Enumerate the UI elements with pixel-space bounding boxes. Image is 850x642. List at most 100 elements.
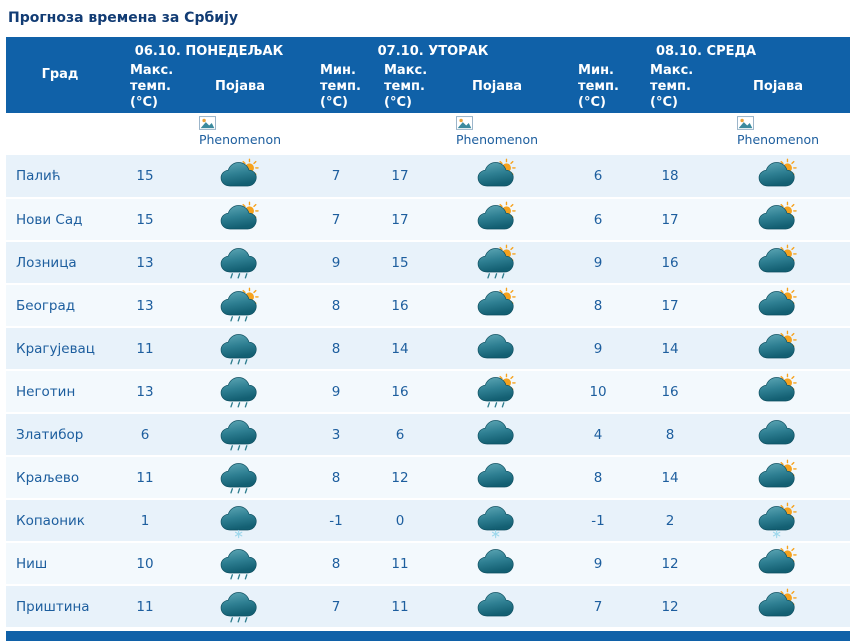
phenomenon-tuesday (432, 241, 563, 285)
empty-cell (634, 113, 707, 155)
forecast-row: Београд 13 8 16 8 17 (6, 284, 850, 328)
max-temp-tuesday: 17 (368, 198, 432, 242)
col-header-phenomenon-wednesday: Појава (706, 61, 850, 113)
phenomenon-tuesday (432, 155, 563, 199)
forecast-table: Град 06.10. ПОНЕДЕЉАК 07.10. УТОРАК 08.1… (6, 37, 850, 629)
min-temp-wednesday: 10 (562, 370, 635, 414)
weather-sun-snow-icon (758, 502, 797, 539)
page-title: Прогноза времена за Србију (8, 10, 238, 26)
broken-image-icon (198, 116, 216, 130)
weather-rain-icon (220, 463, 257, 494)
broken-image-icon (736, 116, 754, 130)
date-header-row: Град 06.10. ПОНЕДЕЉАК 07.10. УТОРАК 08.1… (6, 37, 850, 113)
weather-cloud-icon (758, 420, 795, 445)
min-temp-wednesday: 4 (562, 413, 635, 457)
col-header-min-temp-tuesday: Мин. темп. (°C) (304, 61, 368, 113)
max-temp-wednesday: 18 (634, 155, 707, 199)
forecast-row: Неготин 13 9 16 10 16 (6, 370, 850, 414)
weather-rain-icon (220, 592, 257, 623)
weather-sun-rain-icon (220, 287, 259, 322)
forecast-row: Крагујевац 11 8 14 9 14 (6, 327, 850, 371)
phenomenon-monday (176, 241, 304, 285)
broken-image-block: Phenomenon (199, 116, 281, 147)
phenomenon-wednesday (706, 198, 850, 242)
phenomenon-wednesday (706, 456, 850, 500)
forecast-row: Приштина 11 7 11 7 12 (6, 585, 850, 629)
phenomenon-wednesday (706, 370, 850, 414)
phenomenon-monday (176, 456, 304, 500)
max-temp-wednesday: 17 (634, 284, 707, 328)
max-temp-monday: 1 (114, 499, 176, 543)
weather-rain-icon (220, 377, 257, 408)
phenomenon-monday (176, 327, 304, 371)
city-name: Копаоник (6, 499, 114, 543)
col-header-max-temp-tuesday: Макс. темп. (°C) (368, 61, 432, 113)
phenomenon-wednesday (706, 155, 850, 199)
max-temp-monday: 15 (114, 155, 176, 199)
max-temp-tuesday: 16 (368, 284, 432, 328)
empty-cell (304, 113, 368, 155)
min-temp-tuesday: 8 (304, 327, 368, 371)
phenomenon-monday (176, 542, 304, 586)
weather-sun-cloud-icon (220, 158, 259, 186)
max-temp-wednesday: 12 (634, 542, 707, 586)
forecast-row: Лозница 13 9 15 9 16 (6, 241, 850, 285)
weather-sun-cloud-icon (758, 373, 797, 402)
phenomenon-alt-row: Phenomenon Phenomenon Phenomenon (6, 113, 850, 155)
weather-rain-icon (220, 420, 257, 451)
max-temp-monday: 13 (114, 241, 176, 285)
empty-cell (114, 113, 176, 155)
phenomenon-wednesday (706, 585, 850, 629)
max-temp-tuesday: 0 (368, 499, 432, 543)
col-header-city: Град (6, 37, 114, 113)
max-temp-tuesday: 12 (368, 456, 432, 500)
min-temp-wednesday: 6 (562, 155, 635, 199)
phenomenon-monday (176, 198, 304, 242)
weather-sun-cloud-icon (758, 244, 797, 273)
forecast-row: Златибор 6 3 6 4 8 (6, 413, 850, 457)
phenomenon-wednesday (706, 542, 850, 586)
broken-image-icon (455, 116, 473, 130)
city-name: Крагујевац (6, 327, 114, 371)
weather-cloud-icon (477, 549, 514, 574)
weather-rain-icon (220, 334, 257, 365)
phenomenon-monday (176, 155, 304, 199)
min-temp-tuesday: 7 (304, 155, 368, 199)
min-temp-wednesday: 9 (562, 327, 635, 371)
col-header-phenomenon-tuesday: Појава (432, 61, 563, 113)
forecast-row: Нови Сад 15 7 17 6 17 (6, 198, 850, 242)
forecast-row: Копаоник 1 -1 0 -1 2 (6, 499, 850, 543)
weather-sun-cloud-icon (477, 201, 516, 230)
phenomenon-monday (176, 413, 304, 457)
phenomenon-wednesday (706, 413, 850, 457)
weather-sun-cloud-icon (758, 201, 797, 230)
city-name: Палић (6, 155, 114, 199)
broken-image-block: Phenomenon (736, 116, 819, 147)
phenomenon-tuesday (432, 370, 563, 414)
forecast-row: Ниш 10 8 11 9 12 (6, 542, 850, 586)
col-header-max-temp-monday: Макс. темп. (°C) (114, 61, 176, 113)
phenomenon-alt-text: Phenomenon (198, 132, 282, 147)
weather-sun-cloud-icon (477, 287, 516, 316)
weather-sun-cloud-icon (758, 588, 797, 617)
min-temp-tuesday: 3 (304, 413, 368, 457)
max-temp-tuesday: 15 (368, 241, 432, 285)
phenomenon-broken-image-monday: Phenomenon (176, 113, 304, 155)
min-temp-wednesday: -1 (562, 499, 635, 543)
max-temp-monday: 13 (114, 370, 176, 414)
phenomenon-wednesday (706, 241, 850, 285)
city-name: Ниш (6, 542, 114, 586)
weather-snow-icon (220, 506, 257, 539)
phenomenon-tuesday (432, 456, 563, 500)
empty-cell (368, 113, 432, 155)
max-temp-monday: 11 (114, 585, 176, 629)
min-temp-wednesday: 7 (562, 585, 635, 629)
weather-sun-cloud-icon (477, 158, 516, 186)
city-name: Београд (6, 284, 114, 328)
weather-sun-rain-icon (477, 373, 516, 408)
city-name: Неготин (6, 370, 114, 414)
max-temp-tuesday: 11 (368, 585, 432, 629)
weather-sun-cloud-icon (220, 201, 259, 230)
weather-sun-cloud-icon (758, 287, 797, 316)
